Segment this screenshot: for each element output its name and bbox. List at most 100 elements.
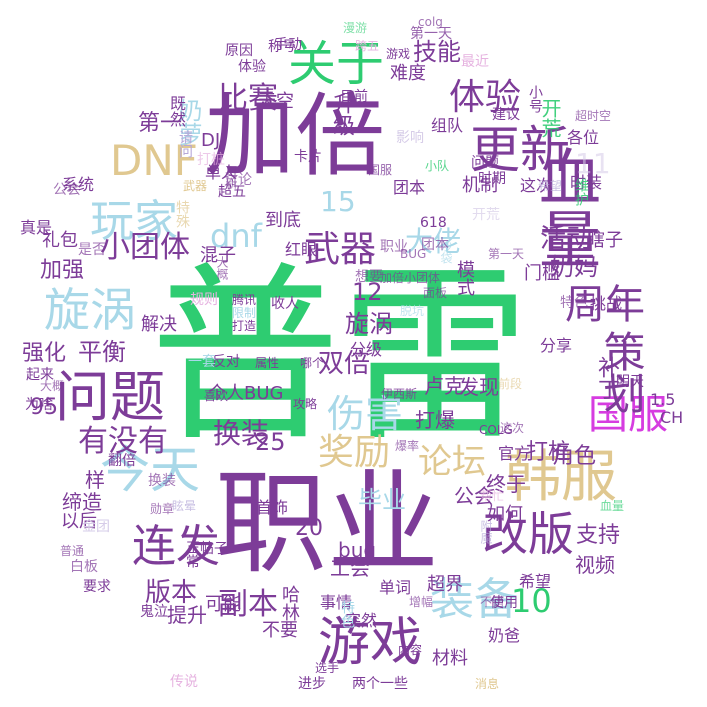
cloud-word: 缔造 bbox=[62, 490, 102, 514]
cloud-word: 想要 bbox=[355, 269, 383, 285]
cloud-word: 要求 bbox=[83, 579, 111, 595]
cloud-word: 建议 bbox=[492, 107, 520, 123]
cloud-word: 分级 bbox=[350, 340, 383, 359]
cloud-word: 为啥 bbox=[25, 397, 53, 413]
cloud-word: 视频 bbox=[575, 553, 615, 577]
cloud-word: 开荒 bbox=[538, 98, 562, 138]
cloud-word: 第一天 bbox=[410, 26, 452, 42]
cloud-word: 选手 bbox=[315, 661, 340, 675]
cloud-word: 属性 bbox=[255, 356, 280, 370]
cloud-word: 角色 bbox=[552, 444, 597, 469]
cloud-word: 加强 bbox=[40, 258, 85, 283]
cloud-word: 材料 bbox=[432, 648, 468, 669]
cloud-word: 618 bbox=[420, 215, 447, 231]
cloud-word: 25 bbox=[255, 428, 286, 456]
cloud-word: 面板 bbox=[423, 286, 448, 300]
cloud-word: 打桩 bbox=[526, 440, 571, 465]
cloud-word: 11 bbox=[575, 147, 611, 180]
cloud-word: 问题 bbox=[55, 365, 166, 429]
cloud-word: 样 bbox=[85, 468, 105, 492]
cloud-word: 体验 bbox=[449, 77, 522, 118]
cloud-word: 解决 bbox=[141, 314, 177, 335]
cloud-word: 组队 bbox=[431, 116, 464, 135]
cloud-word: 双倍 bbox=[318, 349, 371, 379]
cloud-word: 副本 bbox=[218, 587, 278, 622]
cloud-word: 哈林 bbox=[279, 585, 300, 621]
cloud-word: 哪个 bbox=[300, 356, 325, 370]
cloud-word: 瞎子 bbox=[587, 230, 623, 251]
cloud-word: 奶萝 bbox=[174, 98, 202, 146]
cloud-word: 官方 bbox=[498, 444, 531, 463]
cloud-word: dnf bbox=[210, 217, 262, 255]
cloud-word: 更新 bbox=[224, 165, 238, 189]
cloud-word: 既然 bbox=[167, 95, 186, 127]
cloud-word: 首饰 bbox=[256, 498, 289, 517]
cloud-word: 论坛 bbox=[418, 442, 486, 482]
cloud-word: 提升 bbox=[167, 603, 207, 627]
cloud-word: 规则 bbox=[190, 292, 218, 308]
cloud-word: 周年 bbox=[565, 282, 645, 328]
cloud-word: 超时空 bbox=[575, 109, 612, 123]
cloud-word: 国服 bbox=[588, 392, 668, 438]
cloud-word: 如何 bbox=[487, 504, 523, 525]
cloud-word: 攻略 bbox=[293, 397, 318, 411]
cloud-word: 连发 bbox=[132, 521, 220, 572]
cloud-word: CH bbox=[660, 408, 684, 427]
cloud-word: 不错 bbox=[480, 595, 505, 609]
cloud-word: 金团 bbox=[82, 519, 110, 535]
cloud-word: 红眼 bbox=[285, 240, 318, 259]
cloud-word: 关于 bbox=[288, 36, 385, 92]
cloud-word: 伊西斯 bbox=[381, 387, 418, 401]
cloud-word: 1.5 bbox=[650, 390, 676, 409]
cloud-word: DJ bbox=[201, 130, 221, 151]
cloud-word: 开荒 bbox=[472, 207, 500, 223]
cloud-word: 希望 bbox=[538, 179, 563, 193]
cloud-word: 原因 bbox=[225, 43, 253, 59]
cloud-word: 大概 bbox=[215, 256, 229, 280]
cloud-word: 今天 bbox=[100, 441, 200, 499]
cloud-word: 比赛 bbox=[218, 81, 278, 116]
cloud-word: 95 bbox=[30, 395, 58, 420]
cloud-word: DNF bbox=[110, 136, 198, 185]
cloud-word: 体验 bbox=[238, 59, 266, 75]
cloud-word: 公会 bbox=[53, 182, 81, 198]
cloud-word: 起来 bbox=[26, 367, 54, 383]
cloud-word: 终于 bbox=[486, 472, 526, 496]
cloud-word: 12 bbox=[352, 278, 383, 306]
cloud-word: 单人 bbox=[205, 163, 238, 182]
cloud-word: 换装 bbox=[148, 473, 176, 489]
cloud-word: 小队 bbox=[425, 159, 450, 173]
cloud-word: 问题 bbox=[471, 155, 499, 171]
cloud-word: 团本 bbox=[393, 178, 426, 197]
cloud-word: 补丁 bbox=[594, 356, 619, 400]
cloud-word: 这次 bbox=[520, 176, 553, 195]
cloud-word: 称号 bbox=[268, 39, 296, 55]
cloud-word: 游戏 bbox=[386, 47, 411, 61]
cloud-word: 不要 bbox=[262, 620, 298, 641]
cloud-word: 勋章 bbox=[150, 502, 175, 516]
cloud-word: 活动 bbox=[540, 224, 593, 254]
cloud-word: 超五 bbox=[218, 184, 246, 200]
cloud-word: 前段 bbox=[498, 377, 523, 391]
cloud-word: 传说 bbox=[170, 674, 198, 690]
cloud-word: 消息 bbox=[475, 677, 500, 691]
cloud-word: 讨论 bbox=[224, 172, 252, 188]
cloud-word: 旋涡 bbox=[44, 283, 136, 337]
cloud-word: 这次 bbox=[500, 421, 525, 435]
cloud-word: 突然 bbox=[345, 611, 378, 630]
cloud-word: 影响 bbox=[396, 130, 424, 146]
cloud-word: 特色 bbox=[560, 295, 588, 311]
cloud-word: 职业 bbox=[215, 459, 439, 589]
cloud-word: 玩家 bbox=[90, 196, 178, 247]
cloud-word: 脱坑 bbox=[400, 304, 425, 318]
cloud-word: 漫游 bbox=[343, 21, 368, 35]
cloud-word: 各位 bbox=[567, 128, 600, 147]
cloud-word: 限制 bbox=[232, 306, 257, 320]
cloud-word: 明天 bbox=[616, 374, 644, 390]
cloud-word: 是否 bbox=[78, 242, 106, 258]
cloud-word: 请问 bbox=[177, 130, 193, 158]
cloud-word: 增幅 bbox=[409, 595, 434, 609]
cloud-word: 韩服 bbox=[505, 445, 617, 510]
